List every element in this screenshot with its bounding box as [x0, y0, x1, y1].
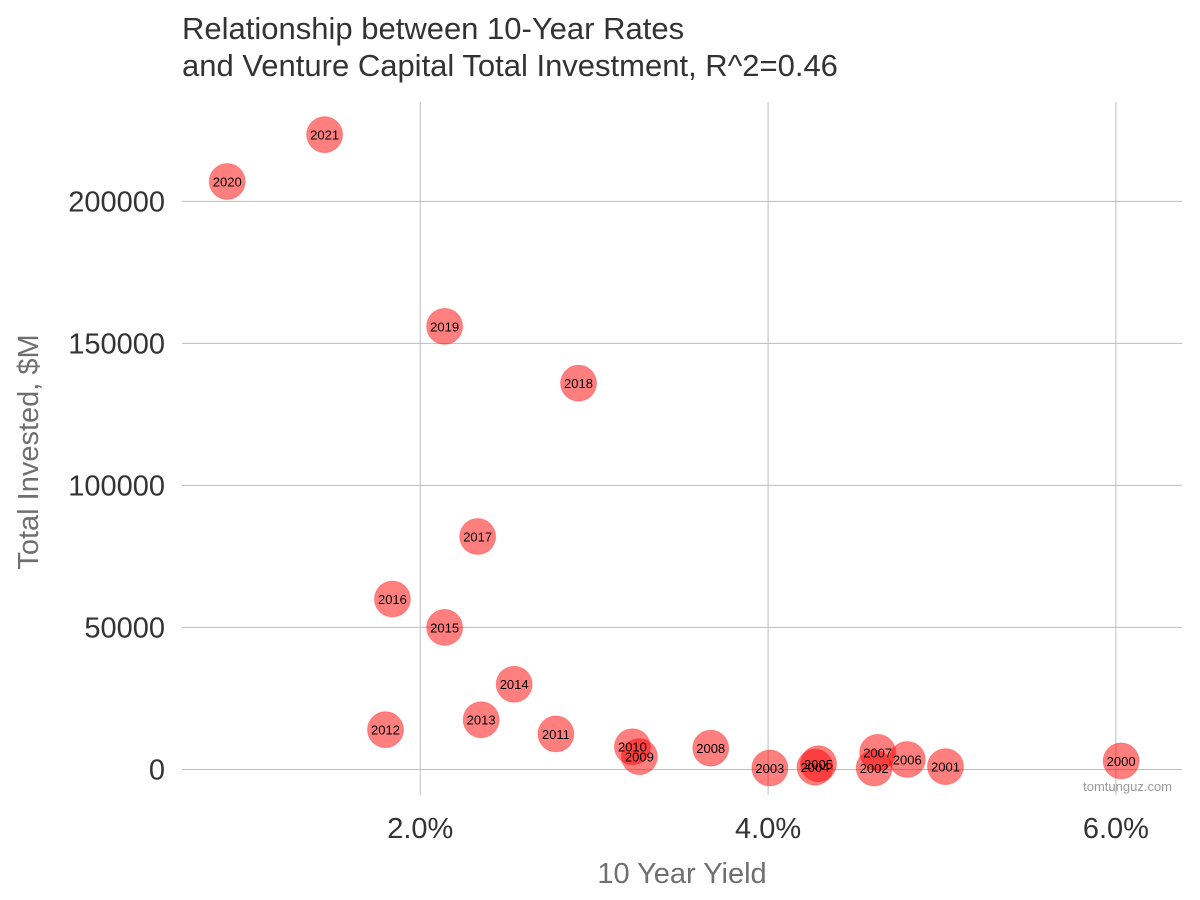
point-label-2003: 2003	[755, 761, 784, 776]
point-label-2001: 2001	[931, 760, 960, 775]
data-point-2011	[537, 715, 575, 753]
x-tick-label: 2.0%	[387, 813, 453, 845]
data-point-2014	[495, 665, 533, 703]
y-tick-label: 200000	[68, 186, 165, 218]
data-point-2016	[373, 580, 411, 618]
data-point-2012	[366, 711, 404, 749]
point-label-2021: 2021	[310, 128, 339, 143]
point-label-2014: 2014	[500, 677, 529, 692]
y-tick-label: 150000	[68, 328, 165, 360]
data-point-2017	[459, 518, 497, 556]
data-point-2008	[692, 729, 730, 767]
chart-title-line-1: Relationship between 10-Year Rates	[182, 11, 685, 46]
y-tick-label: 100000	[68, 470, 165, 502]
x-tick-label: 4.0%	[735, 813, 801, 845]
point-label-2013: 2013	[467, 713, 496, 728]
y-tick-label: 50000	[84, 612, 165, 644]
data-point-2021	[306, 116, 344, 154]
data-point-2013	[462, 701, 500, 739]
x-axis-title: 10 Year Yield	[597, 858, 766, 890]
chart-title: Relationship between 10-Year Rates and V…	[182, 10, 838, 84]
point-label-2017: 2017	[463, 530, 492, 545]
point-label-2020: 2020	[213, 175, 242, 190]
grid	[182, 102, 1182, 795]
point-label-2005: 2005	[804, 757, 833, 772]
point-label-2009: 2009	[625, 750, 654, 765]
point-label-2018: 2018	[564, 376, 593, 391]
x-tick-label: 6.0%	[1083, 813, 1149, 845]
point-label-2000: 2000	[1107, 754, 1136, 769]
data-point-2015	[426, 608, 464, 646]
watermark: tomtunguz.com	[1083, 779, 1172, 794]
chart-title-line-2: and Venture Capital Total Investment, R^…	[182, 48, 838, 83]
data-point-2005	[800, 745, 838, 783]
point-label-2010: 2010	[618, 740, 647, 755]
point-label-2007: 2007	[863, 745, 892, 760]
data-point-2010	[613, 728, 651, 766]
point-label-2008: 2008	[696, 741, 725, 756]
data-point-2000	[1102, 742, 1140, 780]
point-label-2012: 2012	[371, 723, 400, 738]
point-label-2002: 2002	[860, 761, 889, 776]
point-label-2004: 2004	[801, 760, 830, 775]
y-tick-label: 0	[149, 754, 165, 786]
data-point-2001	[926, 748, 964, 786]
data-point-2007	[859, 733, 897, 771]
point-label-2019: 2019	[430, 319, 459, 334]
y-axis-title: Total Invested, $M	[13, 334, 45, 569]
data-point-2019	[426, 307, 464, 345]
data-point-2003	[751, 749, 789, 787]
data-point-2018	[560, 364, 598, 402]
tick-labels: 0 50000 100000 150000 200000 2.0% 4.0% 6.0%	[68, 186, 1149, 845]
point-label-2016: 2016	[378, 592, 407, 607]
point-label-2015: 2015	[430, 620, 459, 635]
point-label-2006: 2006	[893, 752, 922, 767]
data-point-2020	[208, 163, 246, 201]
point-label-2011: 2011	[542, 727, 570, 742]
